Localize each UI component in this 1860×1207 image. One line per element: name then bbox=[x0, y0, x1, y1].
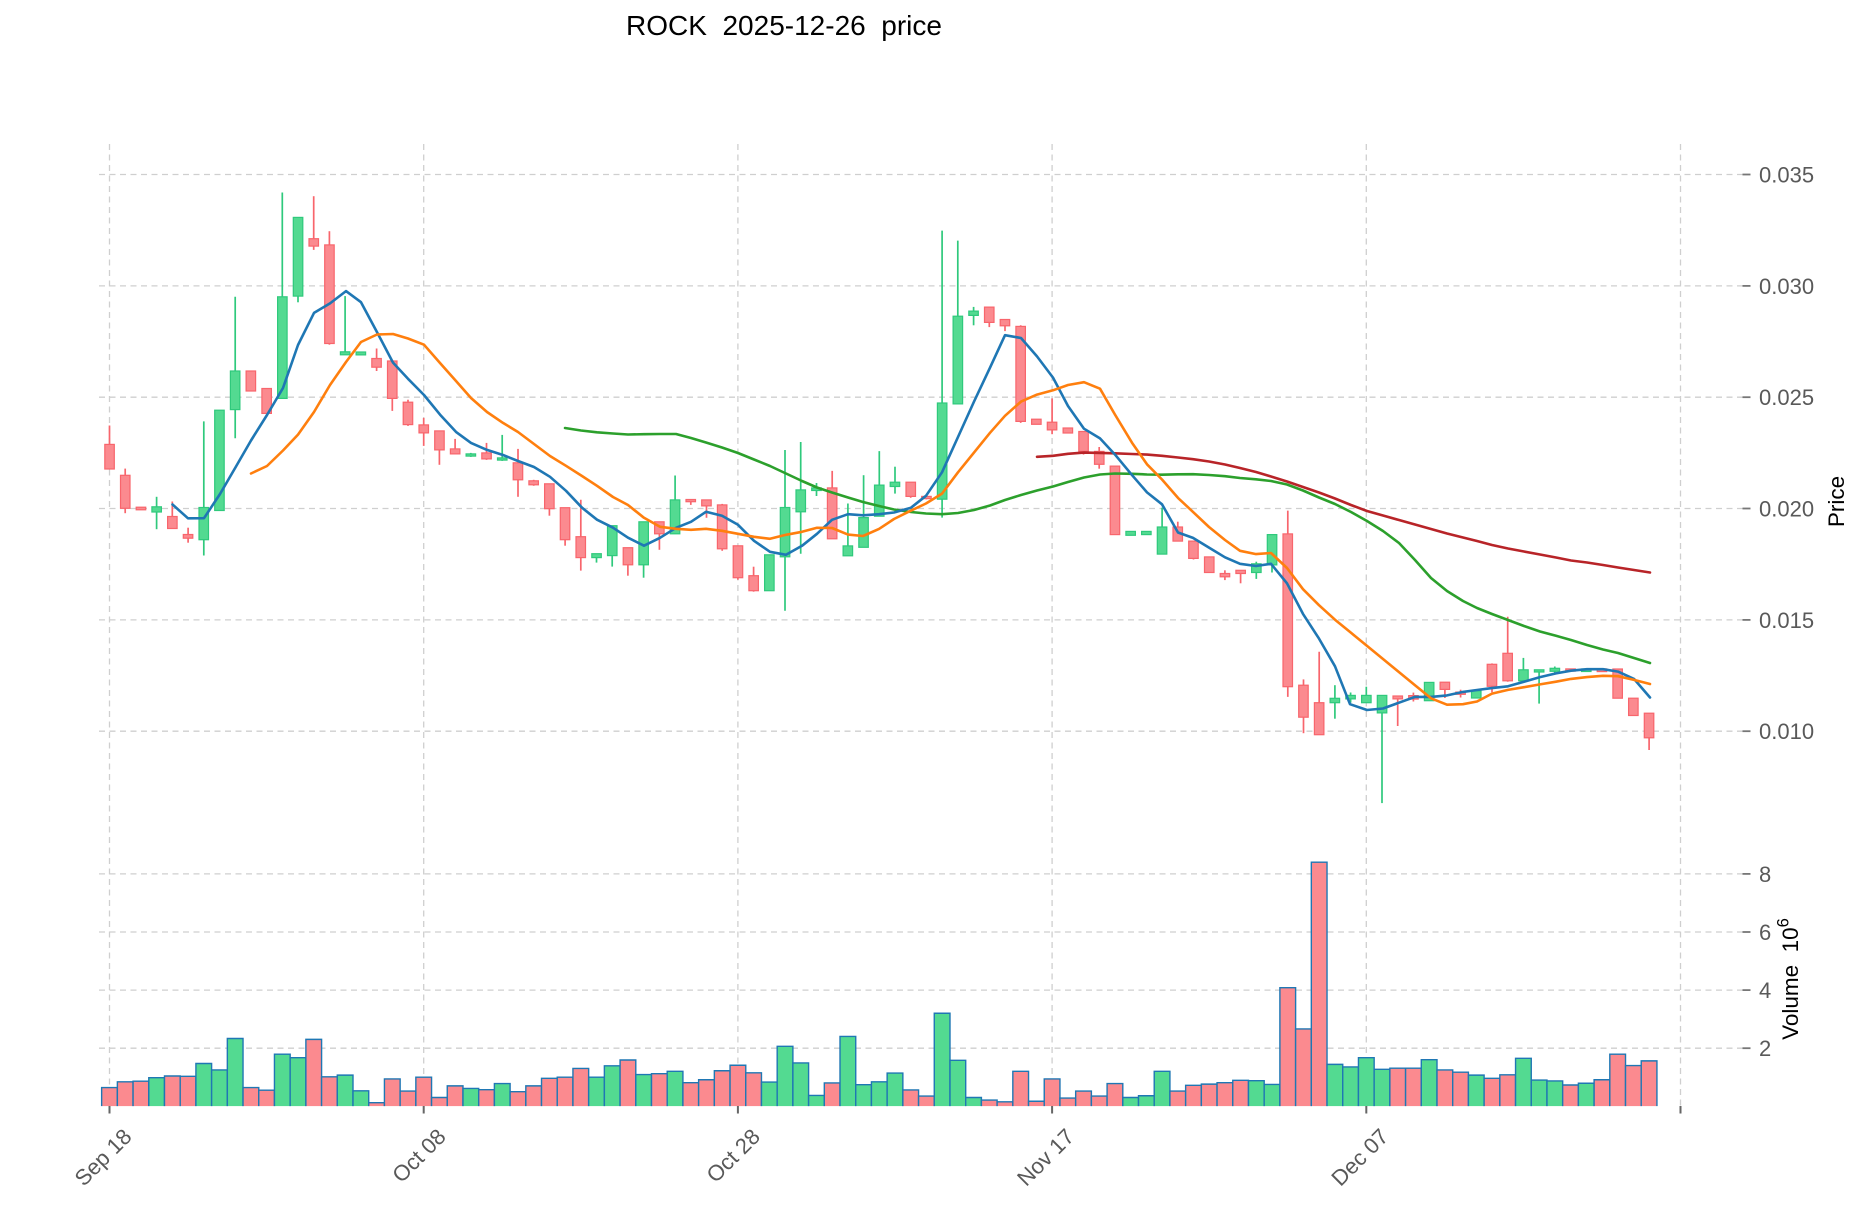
svg-text:0.030: 0.030 bbox=[1759, 274, 1814, 299]
svg-text:0.020: 0.020 bbox=[1759, 497, 1814, 522]
svg-text:0.035: 0.035 bbox=[1759, 163, 1814, 188]
svg-text:0.010: 0.010 bbox=[1759, 719, 1814, 744]
svg-text:6: 6 bbox=[1759, 920, 1771, 945]
svg-text:Volume 106: Volume 106 bbox=[1775, 918, 1804, 1040]
svg-text:4: 4 bbox=[1759, 978, 1771, 1003]
svg-text:2: 2 bbox=[1759, 1036, 1771, 1061]
svg-text:Price: Price bbox=[1824, 476, 1849, 527]
svg-text:0.015: 0.015 bbox=[1759, 608, 1814, 633]
svg-text:ROCK 2025-12-26 price: ROCK 2025-12-26 price bbox=[626, 10, 942, 41]
svg-text:0.025: 0.025 bbox=[1759, 385, 1814, 410]
svg-text:8: 8 bbox=[1759, 862, 1771, 887]
